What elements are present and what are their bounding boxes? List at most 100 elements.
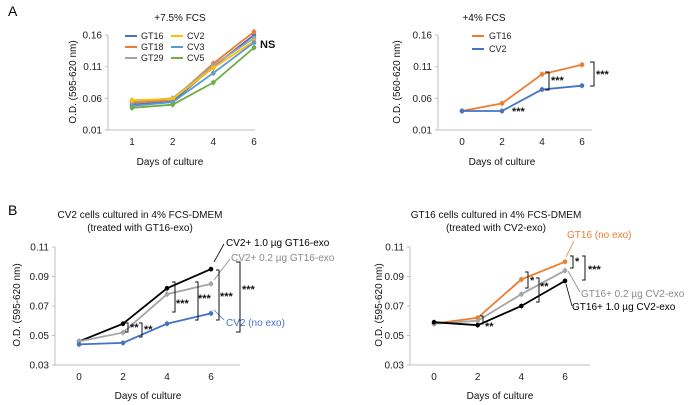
data-point-gt16-0-2-g-cv2-exo [475, 318, 480, 324]
series-line-cv2-no-exo [78, 312, 212, 346]
data-point-cv2-no-exo [120, 340, 126, 346]
chart-gt16-cells: GT16 cells cultured in 4% FCS-DMEM (trea… [374, 210, 685, 402]
chart1-xlabel: Days of culture [137, 157, 204, 168]
chart2-ylabel: O.D. (560-620 nm) [392, 40, 403, 123]
data-point-gt16-no-exo [562, 259, 568, 265]
sig-label-day2-a: ** [130, 322, 139, 334]
series-label-cv2-no-exo: CV2 (no exo) [226, 318, 285, 329]
data-point-cv5 [251, 45, 257, 50]
x-tick-label: 0 [76, 372, 82, 383]
sig-label-day4-b: ** [540, 281, 549, 293]
series-label-gt16-1.0: GT16+ 1.0 µg CV2-exo [572, 302, 676, 313]
leader-line-cv2-0.2 [213, 258, 231, 281]
panel-label-a: A [8, 3, 18, 19]
y-tick-label: 0.05 [385, 331, 405, 342]
sig-bracket-day6-a [216, 269, 220, 321]
y-tick-label: 0.05 [30, 331, 50, 342]
x-tick-label: 0 [459, 137, 465, 148]
series-line-cv3 [131, 41, 255, 107]
series-line-gt16-1-0-g-cv2-exo [433, 280, 566, 327]
leader-line-gt16-1.0 [565, 283, 573, 307]
sig-bracket-day6 [590, 61, 595, 87]
sig-label-day2: ** [485, 321, 494, 333]
sig-label-day4-a: * [530, 275, 535, 287]
chart3-title: CV2 cells cultured in 4% FCS-DMEM [57, 210, 222, 221]
x-tick-label: 6 [562, 372, 568, 383]
leader-line-gt16-0.2 [567, 270, 581, 293]
chart4-xlabel: Days of culture [467, 391, 534, 402]
data-point-cv2 [499, 108, 505, 114]
chart1-ns-annotation: NS [260, 39, 275, 51]
chart4-ylabel: O.D. (595-620 nm) [374, 263, 385, 346]
data-point-cv3 [251, 40, 257, 45]
sig-label-day2: *** [512, 106, 526, 118]
series-line-cv5 [131, 47, 255, 109]
sig-label-day4: *** [551, 75, 565, 87]
leader-line-gt16-no-exo [565, 240, 575, 258]
legend-label-gt16: GT16 [489, 31, 512, 41]
data-point-gt16 [251, 32, 257, 38]
y-tick-label: 0.01 [83, 126, 103, 137]
sig-label-day4-b: *** [198, 293, 212, 305]
y-tick-label: 0.11 [385, 243, 404, 254]
x-tick-label: 4 [539, 137, 545, 148]
data-point-cv2 [579, 83, 585, 88]
legend-label-cv5: CV5 [187, 53, 205, 63]
sig-bracket-day2-a [125, 322, 129, 333]
chart4-title: GT16 cells cultured in 4% FCS-DMEM [411, 210, 582, 221]
data-point-cv2-1-0-g-gt16-exo [120, 321, 126, 327]
series-line-cv2 [462, 84, 583, 112]
leader-line-cv2-1.0 [213, 243, 225, 263]
panel-label-b: B [8, 202, 17, 218]
data-point-gt16-1-0-g-cv2-exo [562, 278, 568, 284]
series-line-gt16-no-exo [433, 260, 566, 325]
data-point-cv2-0-2-g-gt16-exo [208, 281, 214, 287]
legend-label-gt29: GT29 [141, 53, 164, 63]
legend-label-cv3: CV3 [187, 42, 205, 52]
sig-bracket-day2 [480, 315, 484, 325]
data-point-gt16 [499, 101, 505, 106]
data-point-gt16-1-0-g-cv2-exo [431, 319, 437, 325]
series-line-cv2-1-0-g-gt16-exo [78, 268, 212, 343]
sig-bracket-day6-b [582, 255, 586, 281]
chart2-xlabel: Days of culture [469, 157, 536, 168]
data-point-cv2 [170, 96, 175, 102]
y-tick-label: 0.11 [413, 62, 432, 73]
chart4-subtitle: (treated with CV2-exo) [446, 223, 546, 234]
data-point-cv2-1-0-g-gt16-exo [164, 286, 170, 291]
sig-bracket-day6-b [236, 261, 241, 333]
x-tick-label: 6 [208, 372, 214, 383]
data-point-cv2 [211, 65, 216, 71]
legend-label-gt16: GT16 [141, 31, 164, 41]
legend-label-cv2: CV2 [187, 31, 205, 41]
x-tick-label: 4 [519, 372, 525, 383]
data-point-cv2 [539, 87, 545, 92]
data-point-cv2-0-2-g-gt16-exo [120, 330, 126, 335]
sig-label-day6-a: * [575, 256, 580, 268]
x-tick-label: 6 [251, 137, 257, 148]
sig-label-day6: *** [596, 69, 610, 81]
sig-bracket-day4 [545, 71, 550, 91]
sig-label-day6-b: *** [242, 284, 256, 296]
series-label-cv2-0.2: CV2+ 0.2 µg GT16-exo [231, 253, 335, 264]
y-tick-label: 0.07 [385, 302, 405, 313]
x-tick-label: 6 [579, 137, 585, 148]
legend-label-gt18: GT18 [141, 42, 164, 52]
series-line-gt16 [461, 63, 583, 112]
chart2-title: +4% FCS [462, 13, 505, 24]
y-tick-label: 0.01 [413, 126, 433, 137]
chart-75-fcs: +7.5% FCS Days of culture O.D. (595-620 … [68, 13, 275, 168]
series-line-gt16-0-2-g-cv2-exo [433, 269, 566, 325]
chart3-subtitle: (treated with GT16-exo) [87, 223, 193, 234]
chart2-legend: GT16 CV2 [472, 31, 512, 54]
data-point-gt16-no-exo [519, 277, 524, 282]
y-tick-label: 0.06 [83, 94, 103, 105]
x-tick-label: 2 [475, 372, 481, 383]
x-tick-label: 4 [164, 372, 170, 383]
data-point-gt16 [579, 62, 585, 68]
chart1-ylabel: O.D. (595-620 nm) [68, 40, 79, 123]
series-line-cv2 [131, 40, 255, 102]
series-label-gt16-no-exo: GT16 (no exo) [567, 230, 631, 241]
legend-label-cv2: CV2 [489, 44, 507, 54]
